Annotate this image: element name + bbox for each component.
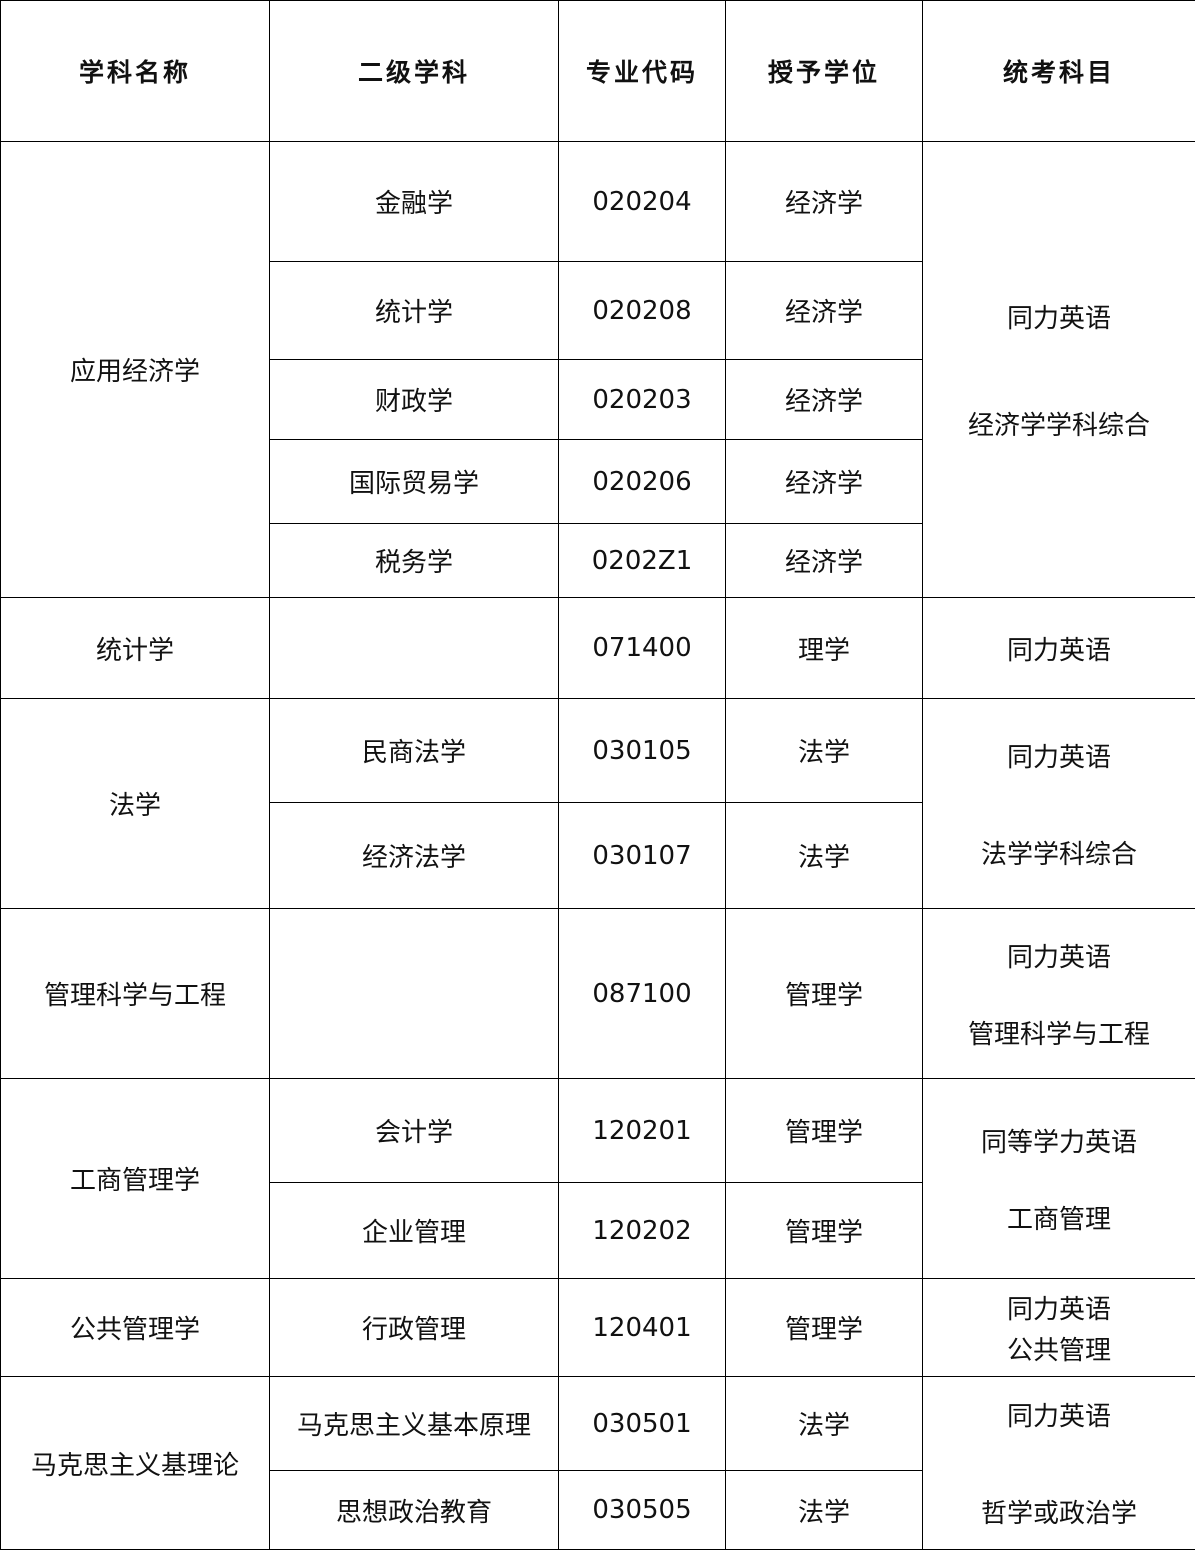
major-code: 030501 <box>558 1376 726 1471</box>
exam-subject: 经济学学科综合 <box>967 410 1150 441</box>
exam-subject: 公共管理 <box>1006 1335 1111 1366</box>
exam-subject: 同力英语 <box>1006 635 1111 666</box>
major-code: 071400 <box>558 597 726 699</box>
exam-subject: 同等学力英语 <box>980 1127 1137 1158</box>
major-code: 087100 <box>558 908 726 1079</box>
sub-discipline: 企业管理 <box>269 1182 559 1279</box>
degree: 法学 <box>725 802 923 909</box>
degree: 管理学 <box>725 908 923 1079</box>
sub-discipline: 行政管理 <box>269 1278 559 1377</box>
major-code: 120201 <box>558 1078 726 1183</box>
header-discipline: 学科名称 <box>0 0 270 142</box>
major-code: 020203 <box>558 359 726 440</box>
discipline-name: 统计学 <box>0 597 270 699</box>
table-row: 管理科学与工程 087100 管理学 同力英语 管理科学与工程 <box>0 908 1195 1079</box>
sub-discipline: 经济法学 <box>269 802 559 909</box>
discipline-name: 马克思主义基理论 <box>0 1376 270 1550</box>
header-code: 专业代码 <box>558 0 726 142</box>
sub-discipline: 统计学 <box>269 261 559 360</box>
exam-subject: 同力英语 <box>1006 303 1111 334</box>
table-row: 税务学 0202Z1 经济学 <box>1 523 1195 598</box>
sub-discipline: 思想政治教育 <box>269 1470 559 1550</box>
degree: 法学 <box>725 698 923 803</box>
sub-discipline: 税务学 <box>269 523 559 598</box>
major-code: 120401 <box>558 1278 726 1377</box>
major-code: 030107 <box>558 802 726 909</box>
table-row: 公共管理学 行政管理 120401 管理学 同力英语 公共管理 <box>0 1278 1195 1377</box>
degree: 经济学 <box>725 523 923 598</box>
exam-subjects: 同力英语 公共管理 <box>922 1278 1195 1377</box>
header-degree: 授予学位 <box>725 0 923 142</box>
discipline-name: 法学 <box>0 698 270 909</box>
degree: 经济学 <box>725 261 923 360</box>
sub-discipline: 民商法学 <box>269 698 559 803</box>
sub-discipline: 财政学 <box>269 359 559 440</box>
table-row: 法学 民商法学 030105 法学 同力英语 法学学科综合 <box>0 698 1195 909</box>
exam-subject: 管理科学与工程 <box>967 1019 1150 1050</box>
exam-subjects: 同力英语法学学科综合 <box>922 698 1195 909</box>
exam-subject: 同力英语 <box>1006 942 1111 973</box>
degree: 管理学 <box>725 1278 923 1377</box>
exam-subject: 哲学或政治学 <box>980 1499 1137 1529</box>
sub-discipline: 国际贸易学 <box>269 439 559 524</box>
header-row: 学科名称 二级学科 专业代码 授予学位 统考科目 <box>0 0 1195 142</box>
degree: 管理学 <box>725 1078 923 1183</box>
exam-subject: 同力英语 <box>1006 742 1111 773</box>
header-exam: 统考科目 <box>922 0 1195 142</box>
table-row: 统计学 020208 经济学 <box>1 261 1195 360</box>
major-code: 030505 <box>558 1470 726 1550</box>
exam-subject: 法学学科综合 <box>980 839 1137 870</box>
table-row: 经济法学 030107 法学 <box>1 802 1195 909</box>
degree: 法学 <box>725 1470 923 1550</box>
exam-subjects: 同力英语 <box>922 597 1195 699</box>
degree: 管理学 <box>725 1182 923 1279</box>
exam-subject: 工商管理 <box>1006 1204 1111 1235</box>
discipline-name: 管理科学与工程 <box>0 908 270 1079</box>
degree: 经济学 <box>725 439 923 524</box>
discipline-name: 公共管理学 <box>0 1278 270 1377</box>
major-code: 120202 <box>558 1182 726 1279</box>
exam-subject: 同力英语 <box>1006 1294 1111 1325</box>
sub-discipline <box>269 908 559 1079</box>
table-row: 企业管理 120202 管理学 <box>1 1182 1195 1279</box>
table-row: 统计学 071400 理学 同力英语 <box>0 597 1195 699</box>
table-row: 应用经济学 金融学 020204 经济学 同力英语 经济学学科综合 <box>0 141 1195 598</box>
major-code: 020208 <box>558 261 726 360</box>
sub-discipline <box>269 597 559 699</box>
sub-discipline: 马克思主义基本原理 <box>269 1376 559 1471</box>
sub-discipline: 会计学 <box>269 1078 559 1183</box>
degree: 理学 <box>725 597 923 699</box>
exam-subject: 同力英语 <box>1006 1402 1111 1432</box>
table-row: 思想政治教育 030505 法学 <box>1 1470 1195 1550</box>
degree: 法学 <box>725 1376 923 1471</box>
exam-subjects: 同力英语哲学或政治学 <box>922 1376 1195 1550</box>
table-row: 工商管理学 会计学 120201 管理学 同等学力英语 工商管理 <box>0 1078 1195 1279</box>
discipline-name: 应用经济学 <box>0 141 270 598</box>
sub-discipline: 金融学 <box>269 141 559 262</box>
exam-subjects: 同等学力英语 工商管理 <box>922 1078 1195 1279</box>
degree: 经济学 <box>725 141 923 262</box>
exam-subjects: 同力英语经济学学科综合 <box>922 141 1195 598</box>
exam-subjects: 同力英语管理科学与工程 <box>922 908 1195 1079</box>
major-code: 020206 <box>558 439 726 524</box>
major-code: 030105 <box>558 698 726 803</box>
major-code: 020204 <box>558 141 726 262</box>
degree: 经济学 <box>725 359 923 440</box>
table-row: 马克思主义基理论 马克思主义基本原理 030501 法学 同力英语 哲学或政治学 <box>0 1376 1195 1550</box>
header-sub-discipline: 二级学科 <box>269 0 559 142</box>
major-code: 0202Z1 <box>558 523 726 598</box>
discipline-name: 工商管理学 <box>0 1078 270 1279</box>
